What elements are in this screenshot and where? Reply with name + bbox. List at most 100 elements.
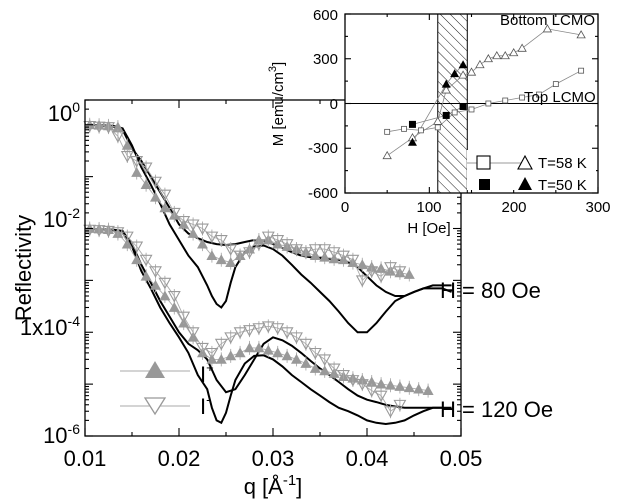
data-point-i-minus [318, 354, 332, 367]
data-point-i-minus [261, 321, 275, 333]
label-bottom-lcmo: Bottom LCMO [500, 12, 595, 29]
data-point-i-minus [299, 338, 313, 351]
data-point-i-plus [140, 270, 152, 281]
data-point-i-minus [111, 227, 125, 239]
inset-point-triangle-open [542, 24, 553, 33]
inset-point-square-open [384, 128, 391, 135]
inset-y-tick-label: -600 [308, 185, 338, 202]
data-point-i-plus [159, 202, 171, 213]
data-point-i-minus [374, 390, 388, 403]
main-x-axis-label: q [Å-1] [244, 472, 303, 499]
data-point-i-minus [224, 244, 238, 256]
data-point-i-minus [102, 225, 115, 238]
data-point-i-minus [177, 215, 191, 228]
data-point-i-plus [225, 257, 237, 268]
fit-curve [89, 228, 452, 426]
data-point-i-minus [158, 277, 172, 290]
data-point-i-minus [167, 207, 181, 220]
data-point-i-minus [130, 241, 144, 254]
inset-x-tick-labels: 0 100 200 300 [341, 199, 611, 216]
data-point-i-plus [112, 121, 124, 132]
inset-y-tick-label: 0 [330, 96, 338, 113]
data-point-i-minus [327, 363, 341, 376]
data-point-i-minus [346, 375, 360, 387]
main-chart: 0.01 0.02 0.03 0.04 0.05 10-6 -6001x10-4… [11, 99, 553, 499]
data-point-i-minus [252, 323, 266, 335]
annotation-h-80: H = 80 Oe [440, 278, 541, 303]
inset-data-points [382, 24, 586, 160]
data-point-i-plus [309, 363, 321, 373]
inset-point-square-filled [408, 120, 416, 128]
data-point-i-minus [365, 385, 379, 398]
main-y-tick-label: 10-2 [43, 205, 80, 232]
data-point-i-minus [280, 239, 294, 251]
inset-point-square-open [552, 81, 559, 88]
data-point-i-plus [150, 279, 161, 290]
inset-y-tick-labels: -600 -300 0 300 600 [308, 7, 338, 202]
main-x-tick-label: 0.05 [440, 446, 483, 471]
inset-point-triangle-open [441, 85, 451, 94]
data-point-i-plus [319, 365, 331, 376]
data-point-i-minus [214, 338, 228, 351]
main-y-tick-label: -6001x10-4 [20, 313, 80, 340]
inset-y-axis-label: M [emu/cm3] [267, 62, 287, 146]
inset-point-square-open [502, 97, 509, 104]
data-point-i-plus [187, 228, 199, 238]
data-point-i-plus [413, 383, 425, 394]
data-point-i-plus [281, 350, 293, 361]
data-point-i-plus [375, 262, 387, 273]
data-point-i-plus [121, 238, 133, 249]
data-point-i-plus [215, 353, 227, 364]
data-point-i-minus [186, 219, 200, 232]
data-point-i-minus [384, 406, 397, 418]
inset-point-square-open [578, 67, 585, 74]
data-point-i-minus [355, 379, 369, 391]
data-point-i-plus [131, 254, 143, 265]
inset-point-triangle-open [517, 43, 527, 52]
data-point-i-minus [280, 327, 294, 339]
data-point-i-minus [177, 311, 191, 324]
data-point-i-plus [215, 254, 227, 265]
legend-label-i-minus: I- [200, 392, 210, 419]
inset-point-triangle-open [576, 30, 586, 39]
data-point-i-minus [92, 225, 106, 237]
data-point-i-plus [244, 342, 255, 353]
data-point-i-plus [150, 191, 161, 202]
inset-point-triangle-open [466, 67, 477, 76]
data-point-i-minus [205, 231, 219, 244]
data-point-i-plus [140, 179, 152, 190]
inset-point-triangle-filled [450, 69, 460, 78]
data-point-i-minus [393, 399, 407, 412]
data-point-i-minus [130, 156, 144, 168]
data-point-i-minus [337, 250, 350, 263]
inset-legend-square-open [476, 155, 491, 170]
data-point-i-minus [308, 244, 322, 256]
data-point-i-plus [197, 238, 208, 249]
data-point-i-minus [243, 247, 256, 259]
inset-legend-triangle-filled [518, 177, 532, 190]
data-point-i-plus [403, 268, 415, 279]
data-point-i-minus [139, 162, 153, 175]
inset-point-square-open [451, 109, 458, 116]
data-point-i-minus [149, 266, 162, 278]
inset-point-triangle-open [475, 59, 485, 69]
inset-point-square-open [485, 100, 492, 107]
data-point-i-minus [290, 244, 303, 256]
data-point-i-minus [205, 347, 219, 360]
data-point-i-plus [403, 382, 415, 393]
data-point-i-minus [346, 254, 360, 267]
main-y-tick-label: 10-6 [43, 421, 80, 448]
data-point-i-minus [243, 325, 256, 337]
data-point-i-minus [384, 262, 397, 274]
inset-chart: 0 100 200 300 -600 -300 0 300 600 H [Oe]… [267, 7, 611, 237]
data-point-i-minus [83, 120, 97, 133]
main-x-tick-labels: 0.01 0.02 0.03 0.04 0.05 [64, 446, 483, 471]
data-point-i-plus [291, 353, 302, 364]
legend-marker-triangle-down [143, 397, 167, 416]
data-point-i-minus [214, 235, 228, 247]
inset-x-tick-label: 100 [416, 199, 441, 216]
data-point-i-plus [422, 385, 434, 396]
data-point-i-minus [233, 250, 247, 263]
inset-x-tick-label: 0 [341, 199, 349, 216]
